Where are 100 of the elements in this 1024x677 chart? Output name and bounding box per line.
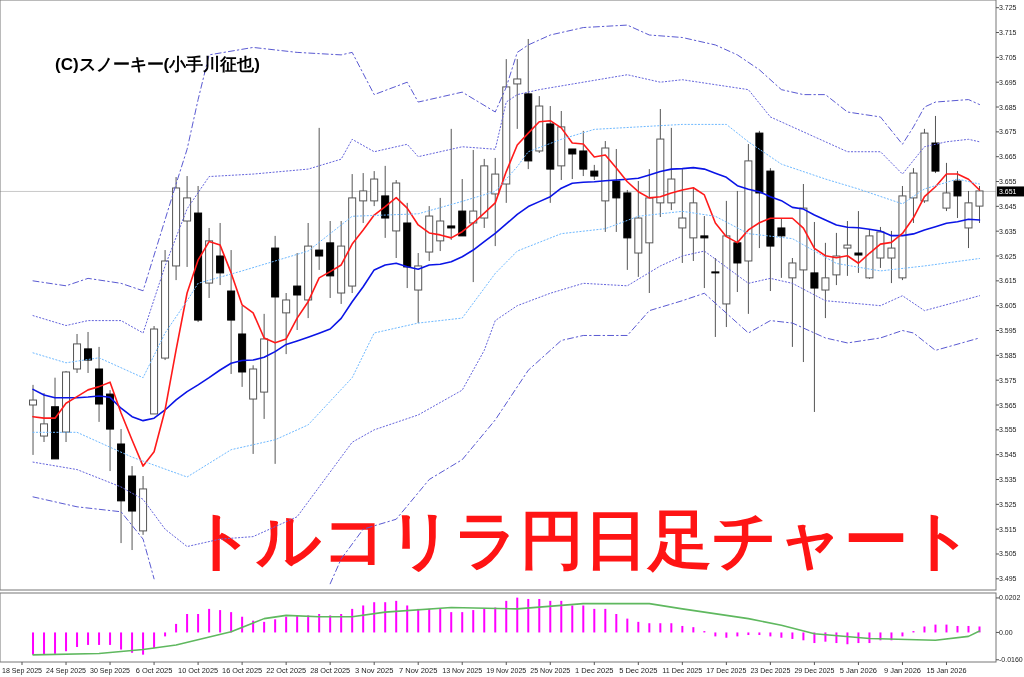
- bar: [384, 602, 387, 633]
- bar: [351, 608, 354, 633]
- candlestick: [777, 217, 786, 279]
- bar: [54, 632, 57, 654]
- bar: [142, 632, 145, 655]
- bar: [802, 632, 805, 641]
- bar: [43, 632, 46, 655]
- candlestick: [975, 185, 984, 224]
- bar: [637, 621, 640, 633]
- bar: [98, 632, 101, 645]
- candlestick: [29, 384, 38, 456]
- candlestick: [733, 190, 742, 293]
- candlestick: [612, 148, 621, 233]
- candlestick: [667, 127, 676, 211]
- bar: [615, 614, 618, 633]
- bar: [120, 632, 123, 650]
- bar: [285, 616, 288, 633]
- bar: [626, 618, 629, 633]
- bar: [901, 632, 904, 637]
- candlestick: [678, 168, 687, 264]
- bar: [406, 605, 409, 633]
- bar: [362, 605, 365, 633]
- candlestick: [84, 331, 93, 374]
- bar: [109, 632, 112, 645]
- bar: [659, 623, 662, 633]
- text: トルコリラ円日足チャート: [190, 504, 974, 576]
- candlestick: [183, 175, 192, 268]
- candlestick: [700, 215, 709, 289]
- bar: [868, 632, 871, 644]
- bar: [923, 626, 926, 633]
- bar: [791, 632, 794, 639]
- bar: [186, 614, 189, 633]
- bar: [769, 632, 772, 637]
- bar: [538, 598, 541, 633]
- line-series: [32, 496, 155, 580]
- bar: [846, 632, 849, 645]
- bar: [153, 632, 156, 649]
- bar: [219, 610, 222, 633]
- candlestick: [40, 392, 49, 443]
- bar: [736, 632, 739, 637]
- line-series: [32, 123, 980, 379]
- candlestick: [568, 148, 577, 180]
- bar: [65, 632, 68, 652]
- annotation: (C)スノーキー(小手川征也): [55, 55, 260, 74]
- candlestick: [843, 220, 852, 277]
- bar: [208, 608, 211, 633]
- bar: [439, 608, 442, 633]
- candlestick: [887, 230, 896, 284]
- candlestick: [293, 252, 302, 331]
- candlestick: [953, 170, 962, 219]
- bar: [725, 632, 728, 638]
- bar: [516, 597, 519, 633]
- bar: [197, 614, 200, 633]
- line-series: [32, 166, 981, 422]
- line-series: [32, 210, 980, 478]
- line-series: [32, 24, 980, 292]
- bar: [164, 632, 167, 637]
- candlestick: [282, 292, 291, 355]
- bar: [373, 602, 376, 633]
- bar: [472, 610, 475, 633]
- bar: [967, 625, 970, 633]
- bar: [230, 612, 233, 633]
- candlestick: [436, 197, 445, 252]
- candlestick: [359, 172, 368, 224]
- bar: [571, 605, 574, 633]
- candlestick: [711, 257, 720, 338]
- bar: [692, 627, 695, 633]
- bar: [758, 632, 761, 636]
- bar: [274, 619, 277, 633]
- line-series: [32, 602, 981, 656]
- candlestick: [942, 162, 951, 212]
- bar: [450, 612, 453, 633]
- candlestick: [810, 221, 819, 413]
- bar: [428, 608, 431, 633]
- bar: [857, 632, 860, 644]
- bar: [560, 600, 563, 633]
- bar: [494, 607, 497, 633]
- bar: [835, 632, 838, 644]
- bar: [483, 608, 486, 633]
- bar: [175, 623, 178, 633]
- candlestick: [513, 58, 522, 130]
- bar: [461, 612, 464, 633]
- bar: [956, 625, 959, 633]
- bar: [747, 632, 750, 636]
- line-series: [329, 292, 980, 585]
- candlestick: [447, 128, 456, 241]
- candlestick: [788, 257, 797, 348]
- bar: [604, 608, 607, 633]
- candlestick: [315, 127, 324, 271]
- bar: [131, 632, 134, 653]
- bar: [593, 608, 596, 633]
- bar: [87, 632, 90, 645]
- candlestick: [579, 130, 588, 177]
- bar: [549, 600, 552, 633]
- bar: [527, 598, 530, 633]
- candlestick: [821, 242, 830, 319]
- bar: [681, 625, 684, 633]
- bar: [263, 621, 266, 633]
- line-series: [32, 74, 980, 334]
- bar: [505, 600, 508, 633]
